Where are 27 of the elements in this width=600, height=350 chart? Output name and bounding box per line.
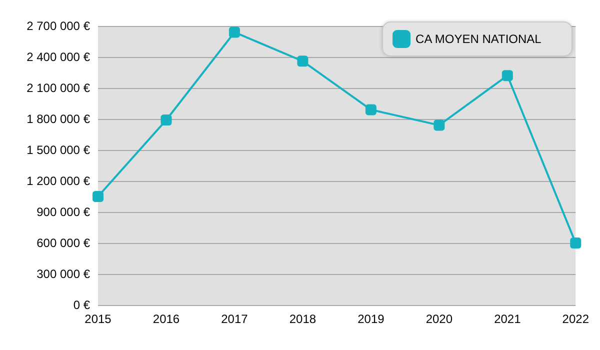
y-tick-label: 0 € <box>73 298 90 312</box>
x-tick-label: 2021 <box>494 312 522 326</box>
point <box>92 191 104 202</box>
point <box>160 114 172 126</box>
y-tick-label: 2 700 000 € <box>26 19 90 33</box>
x-tick-label: 2022 <box>562 312 590 326</box>
point <box>297 56 308 67</box>
point <box>434 120 445 131</box>
y-tick-label: 1 500 000 € <box>26 143 90 157</box>
point <box>365 104 376 116</box>
x-tick-label: 2020 <box>426 312 453 326</box>
y-tick-label: 1 200 000 € <box>26 174 90 188</box>
point <box>502 70 513 82</box>
y-tick-label: 600 000 € <box>36 236 90 250</box>
x-tick-label: 2016 <box>152 312 180 326</box>
y-tick-label: 1 800 000 € <box>26 112 90 126</box>
point <box>228 26 240 38</box>
y-tick-label: 2 100 000 € <box>26 81 90 95</box>
point <box>570 238 582 248</box>
y-tick-label: 300 000 € <box>36 267 90 281</box>
x-tick-label: 2015 <box>84 312 112 326</box>
legend-label: CA MOYEN NATIONAL <box>416 32 542 46</box>
y-tick-label: 900 000 € <box>36 205 90 219</box>
x-tick-label: 2019 <box>358 312 385 326</box>
y-tick-label: 2 400 000 € <box>26 50 90 64</box>
x-tick-label: 2018 <box>289 312 316 326</box>
x-tick-label: 2017 <box>221 312 248 326</box>
